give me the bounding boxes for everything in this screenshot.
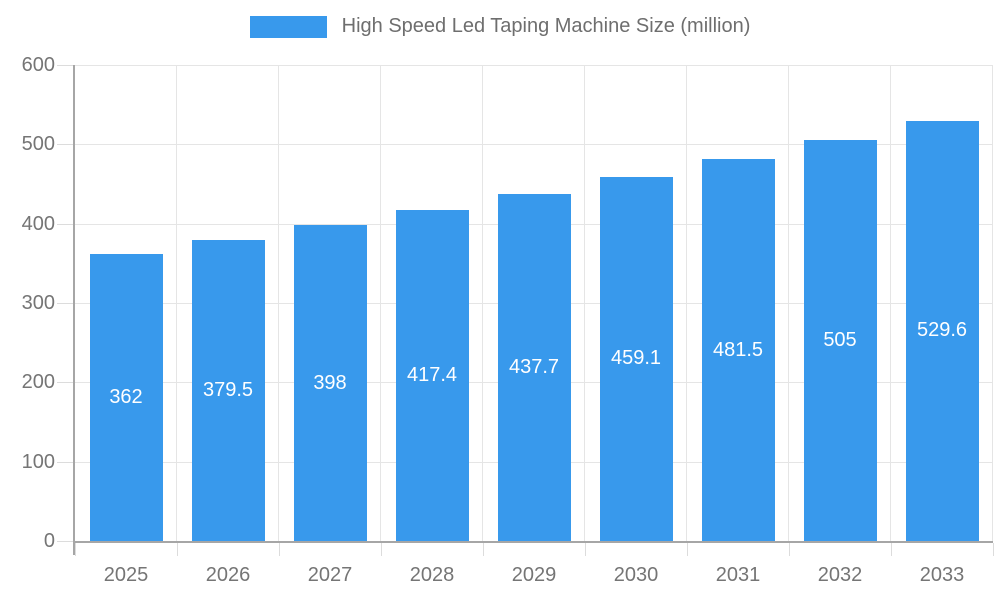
bar[interactable]: 398 (293, 225, 367, 541)
x-tick (279, 543, 280, 556)
legend-label: High Speed Led Taping Machine Size (mill… (341, 15, 751, 37)
bar[interactable]: 529.6 (905, 120, 979, 541)
x-tick (585, 543, 586, 556)
bar[interactable]: 417.4 (395, 209, 469, 541)
x-gridline (584, 65, 585, 541)
x-gridline (176, 65, 177, 541)
x-gridline (788, 65, 789, 541)
y-tick (57, 541, 73, 542)
bar[interactable]: 505 (803, 140, 877, 541)
legend-swatch (249, 15, 327, 38)
plot-area: 362 379.5 398 417.4 437.7 459.1 481.5 505 529.6 (75, 65, 993, 541)
bar-value-label: 362 (109, 385, 143, 408)
x-tick-label: 2031 (715, 564, 761, 586)
x-tick (381, 543, 382, 556)
x-tick-label: 2030 (613, 564, 659, 586)
x-tick (483, 543, 484, 556)
y-tick-label: 0 (43, 530, 55, 552)
y-tick (57, 223, 73, 225)
x-gridline (278, 65, 279, 541)
bar-value-label: 417.4 (406, 363, 458, 386)
x-tick (891, 543, 892, 556)
y-tick-label: 100 (21, 450, 55, 473)
y-tick (57, 382, 73, 384)
bar[interactable]: 379.5 (191, 239, 265, 541)
y-tick (57, 144, 73, 146)
x-tick (687, 543, 688, 556)
x-tick (789, 543, 790, 556)
x-tick-label: 2029 (511, 564, 557, 586)
bar-value-label: 437.7 (508, 355, 560, 378)
x-gridline (380, 65, 381, 541)
x-tick (993, 543, 994, 556)
x-tick-label: 2033 (919, 564, 965, 586)
bar-value-label: 379.5 (202, 378, 254, 401)
x-tick-label: 2032 (817, 564, 863, 586)
x-tick (75, 543, 76, 556)
bar[interactable]: 481.5 (701, 159, 775, 541)
y-tick-label: 300 (21, 292, 55, 314)
legend-item[interactable]: High Speed Led Taping Machine Size (mill… (0, 15, 1000, 38)
y-tick-label: 400 (21, 212, 55, 235)
y-gridline (75, 144, 993, 146)
x-gridline (482, 65, 483, 541)
y-tick (57, 461, 73, 463)
x-axis-line (73, 541, 993, 543)
y-tick-label: 600 (21, 54, 55, 76)
bar[interactable]: 437.7 (497, 193, 571, 541)
y-tick-label: 200 (21, 371, 55, 394)
bar[interactable]: 362 (89, 253, 163, 541)
x-gridline (686, 65, 687, 541)
x-tick-label: 2027 (307, 564, 353, 586)
bar-value-label: 505 (823, 329, 857, 352)
bar-value-label: 529.6 (916, 319, 968, 342)
bar-value-label: 398 (313, 371, 347, 394)
bar[interactable]: 459.1 (599, 176, 673, 541)
y-axis-line (73, 65, 75, 555)
y-gridline (75, 65, 993, 66)
y-tick-label: 500 (21, 133, 55, 156)
x-tick (177, 543, 178, 556)
x-tick-label: 2026 (205, 564, 251, 586)
x-tick-label: 2025 (103, 564, 149, 586)
bar-value-label: 459.1 (610, 347, 662, 370)
bar-value-label: 481.5 (712, 338, 764, 361)
x-tick-label: 2028 (409, 564, 455, 586)
x-gridline (890, 65, 891, 541)
x-gridline (992, 65, 993, 541)
y-tick (57, 303, 73, 304)
y-tick (57, 65, 73, 66)
